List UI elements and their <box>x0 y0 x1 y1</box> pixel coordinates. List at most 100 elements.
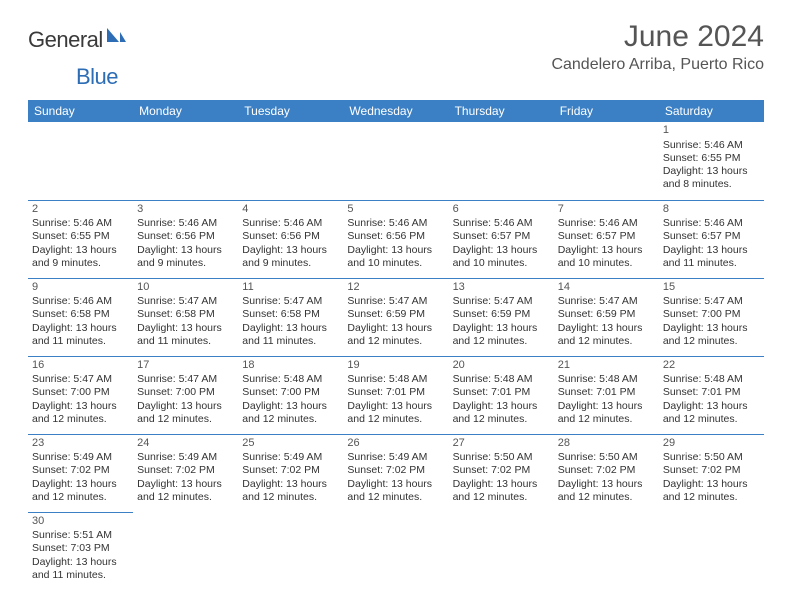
daylight-text: and 12 minutes. <box>347 335 444 348</box>
calendar-day-cell: 17Sunrise: 5:47 AMSunset: 7:00 PMDayligh… <box>133 356 238 434</box>
day-number: 19 <box>347 359 444 373</box>
sunrise-text: Sunrise: 5:46 AM <box>663 139 760 152</box>
sunset-text: Sunset: 7:02 PM <box>558 464 655 477</box>
sunrise-text: Sunrise: 5:49 AM <box>347 451 444 464</box>
calendar-day-cell: 20Sunrise: 5:48 AMSunset: 7:01 PMDayligh… <box>449 356 554 434</box>
title-block: June 2024 Candelero Arriba, Puerto Rico <box>551 20 764 74</box>
calendar-week-row: 23Sunrise: 5:49 AMSunset: 7:02 PMDayligh… <box>28 434 764 512</box>
sunrise-text: Sunrise: 5:48 AM <box>242 373 339 386</box>
daylight-text: and 9 minutes. <box>242 257 339 270</box>
sunset-text: Sunset: 7:00 PM <box>663 308 760 321</box>
daylight-text: and 12 minutes. <box>558 413 655 426</box>
calendar-day-cell: 26Sunrise: 5:49 AMSunset: 7:02 PMDayligh… <box>343 434 448 512</box>
daylight-text: Daylight: 13 hours <box>453 400 550 413</box>
day-number: 17 <box>137 359 234 373</box>
calendar-day-cell: 13Sunrise: 5:47 AMSunset: 6:59 PMDayligh… <box>449 278 554 356</box>
sunset-text: Sunset: 7:02 PM <box>663 464 760 477</box>
sunrise-text: Sunrise: 5:48 AM <box>663 373 760 386</box>
daylight-text: Daylight: 13 hours <box>663 478 760 491</box>
sunrise-text: Sunrise: 5:47 AM <box>558 295 655 308</box>
weekday-header: Tuesday <box>238 100 343 122</box>
day-number: 14 <box>558 281 655 295</box>
calendar-day-cell <box>238 122 343 200</box>
daylight-text: Daylight: 13 hours <box>242 244 339 257</box>
sunset-text: Sunset: 7:02 PM <box>453 464 550 477</box>
sunrise-text: Sunrise: 5:47 AM <box>663 295 760 308</box>
sunset-text: Sunset: 6:58 PM <box>32 308 129 321</box>
calendar-header-row: Sunday Monday Tuesday Wednesday Thursday… <box>28 100 764 122</box>
day-number: 6 <box>453 203 550 217</box>
sunset-text: Sunset: 7:00 PM <box>137 386 234 399</box>
sunrise-text: Sunrise: 5:46 AM <box>137 217 234 230</box>
daylight-text: and 12 minutes. <box>347 413 444 426</box>
sunset-text: Sunset: 6:56 PM <box>137 230 234 243</box>
calendar-day-cell: 27Sunrise: 5:50 AMSunset: 7:02 PMDayligh… <box>449 434 554 512</box>
sunset-text: Sunset: 6:59 PM <box>558 308 655 321</box>
day-number: 2 <box>32 203 129 217</box>
sunrise-text: Sunrise: 5:50 AM <box>558 451 655 464</box>
daylight-text: and 12 minutes. <box>663 413 760 426</box>
logo-text-blue: Blue <box>76 64 118 89</box>
calendar-day-cell: 1Sunrise: 5:46 AMSunset: 6:55 PMDaylight… <box>659 122 764 200</box>
calendar-week-row: 9Sunrise: 5:46 AMSunset: 6:58 PMDaylight… <box>28 278 764 356</box>
sunset-text: Sunset: 6:59 PM <box>453 308 550 321</box>
daylight-text: Daylight: 13 hours <box>453 478 550 491</box>
sunrise-text: Sunrise: 5:51 AM <box>32 529 129 542</box>
day-number: 18 <box>242 359 339 373</box>
daylight-text: and 11 minutes. <box>32 335 129 348</box>
daylight-text: Daylight: 13 hours <box>453 244 550 257</box>
day-number: 3 <box>137 203 234 217</box>
day-number: 25 <box>242 437 339 451</box>
daylight-text: and 12 minutes. <box>137 491 234 504</box>
sunrise-text: Sunrise: 5:47 AM <box>347 295 444 308</box>
sunset-text: Sunset: 7:02 PM <box>242 464 339 477</box>
sunrise-text: Sunrise: 5:47 AM <box>137 373 234 386</box>
daylight-text: and 12 minutes. <box>32 491 129 504</box>
sunset-text: Sunset: 6:58 PM <box>242 308 339 321</box>
calendar-day-cell: 3Sunrise: 5:46 AMSunset: 6:56 PMDaylight… <box>133 200 238 278</box>
daylight-text: Daylight: 13 hours <box>32 400 129 413</box>
day-number: 4 <box>242 203 339 217</box>
calendar-day-cell: 14Sunrise: 5:47 AMSunset: 6:59 PMDayligh… <box>554 278 659 356</box>
daylight-text: Daylight: 13 hours <box>558 478 655 491</box>
weekday-header: Wednesday <box>343 100 448 122</box>
calendar-day-cell <box>659 512 764 590</box>
day-number: 11 <box>242 281 339 295</box>
calendar-day-cell: 28Sunrise: 5:50 AMSunset: 7:02 PMDayligh… <box>554 434 659 512</box>
calendar-week-row: 2 Sunrise: 5:46 AM Sunset: 6:55 PM Daylight… <box>28 200 764 278</box>
sunrise-text: Sunrise: 5:49 AM <box>137 451 234 464</box>
sunrise-text: Sunrise: 5:46 AM <box>242 217 339 230</box>
calendar-day-cell <box>343 512 448 590</box>
day-number: 8 <box>663 203 760 217</box>
sunrise-text: Sunrise: 5:46 AM <box>453 217 550 230</box>
daylight-text: and 12 minutes. <box>453 491 550 504</box>
sunset-text: Sunset: 7:02 PM <box>347 464 444 477</box>
sunset-text: Sunset: 6:57 PM <box>663 230 760 243</box>
daylight-text: Daylight: 13 hours <box>242 322 339 335</box>
calendar-day-cell <box>449 512 554 590</box>
calendar-day-cell: 23Sunrise: 5:49 AMSunset: 7:02 PMDayligh… <box>28 434 133 512</box>
day-number: 22 <box>663 359 760 373</box>
daylight-text: Daylight: 13 hours <box>558 322 655 335</box>
daylight-text: and 12 minutes. <box>242 491 339 504</box>
daylight-text: and 12 minutes. <box>242 413 339 426</box>
calendar-day-cell <box>133 122 238 200</box>
sunset-text: Sunset: 6:56 PM <box>347 230 444 243</box>
daylight-text: and 11 minutes. <box>242 335 339 348</box>
sunset-text: Sunset: 6:55 PM <box>32 230 129 243</box>
sunset-text: Sunset: 7:00 PM <box>32 386 129 399</box>
day-number: 16 <box>32 359 129 373</box>
weekday-header: Thursday <box>449 100 554 122</box>
daylight-text: Daylight: 13 hours <box>663 400 760 413</box>
day-number: 29 <box>663 437 760 451</box>
day-number: 10 <box>137 281 234 295</box>
weekday-header: Sunday <box>28 100 133 122</box>
daylight-text: Daylight: 13 hours <box>347 400 444 413</box>
calendar-day-cell: 8Sunrise: 5:46 AMSunset: 6:57 PMDaylight… <box>659 200 764 278</box>
daylight-text: and 9 minutes. <box>32 257 129 270</box>
calendar-day-cell: 7Sunrise: 5:46 AMSunset: 6:57 PMDaylight… <box>554 200 659 278</box>
day-number: 20 <box>453 359 550 373</box>
day-number: 13 <box>453 281 550 295</box>
daylight-text: and 12 minutes. <box>558 335 655 348</box>
page-title: June 2024 <box>551 20 764 54</box>
